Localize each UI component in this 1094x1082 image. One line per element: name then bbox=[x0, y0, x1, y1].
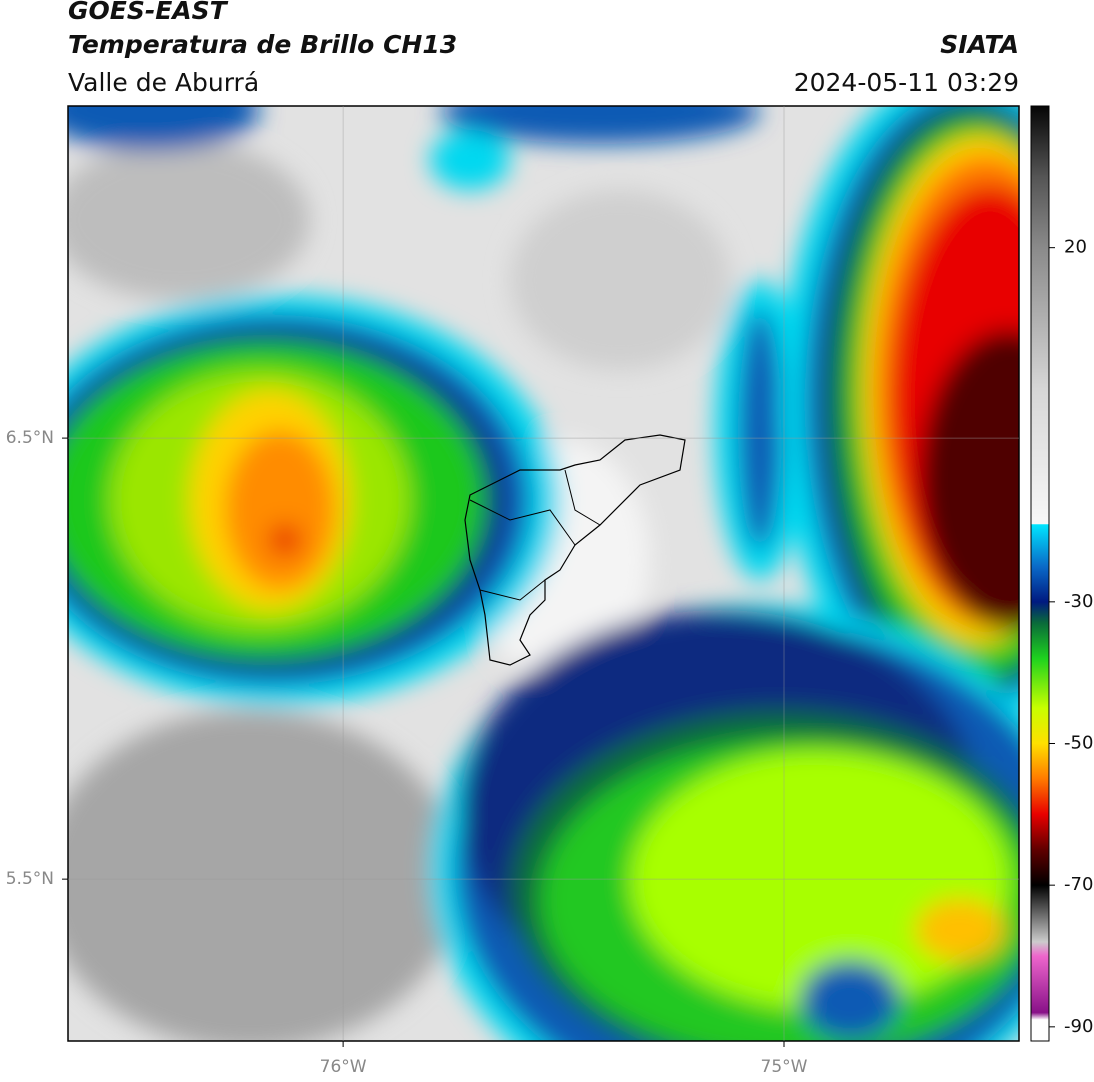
title: GOES-EAST bbox=[68, 0, 229, 25]
colorbar bbox=[1030, 105, 1050, 1042]
datetime: 2024-05-11 03:29 bbox=[794, 68, 1019, 97]
colorbar-tick-label: -90 bbox=[1064, 1016, 1093, 1037]
y-tick-label: 6.5°N bbox=[6, 428, 54, 448]
x-tick-label: 75°W bbox=[761, 1057, 808, 1077]
subtitle: Temperatura de Brillo CH13 bbox=[68, 30, 457, 59]
x-tick-label: 76°W bbox=[320, 1057, 367, 1077]
plot-frame bbox=[67, 105, 1020, 1042]
region: Valle de Aburrá bbox=[68, 68, 259, 97]
colorbar-tick-label: -30 bbox=[1064, 591, 1093, 612]
colorbar-tick-label: -70 bbox=[1064, 874, 1093, 895]
colorbar-tick-label: 20 bbox=[1064, 237, 1087, 258]
source: SIATA bbox=[940, 30, 1019, 59]
colorbar-tick-label: -50 bbox=[1064, 733, 1093, 754]
satellite-image bbox=[68, 106, 1019, 1041]
y-tick-label: 5.5°N bbox=[6, 869, 54, 889]
